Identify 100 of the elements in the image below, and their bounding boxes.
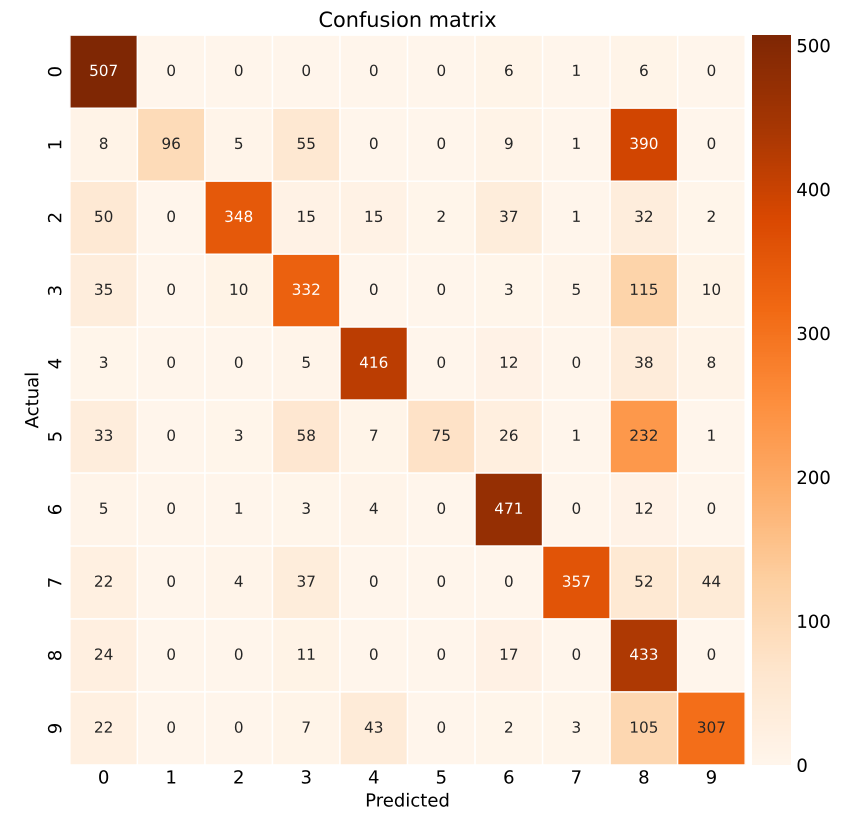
x-tick-label: 1 [167,770,176,784]
data-label: 44 [702,576,720,587]
data-label: 75 [432,430,450,441]
data-label: 0 [167,721,176,733]
data-label: 43 [364,721,382,733]
data-label: 0 [504,575,513,587]
data-label: 22 [95,575,112,587]
data-label: 2 [505,721,512,733]
data-label: 232 [630,429,657,441]
data-label: 3 [505,284,512,296]
data-label: 390 [630,138,658,150]
data-label: 6 [505,64,513,76]
x-tick-label: 7 [572,770,581,784]
data-label: 0 [708,64,716,76]
data-label: 433 [630,648,658,660]
data-label: 37 [500,210,518,222]
y-tick-label: 5 [48,432,62,441]
color-bar-label: 300 [798,326,830,340]
data-label: 0 [167,356,176,368]
data-label: 0 [167,64,176,76]
x-axis-title: Predicted [366,792,448,807]
data-label: 55 [298,138,315,150]
data-label: 12 [636,502,652,514]
y-tick-label: 7 [48,578,62,587]
data-label: 5 [302,356,310,368]
data-label: 471 [494,502,522,514]
data-label: 0 [708,648,716,660]
x-tick-label: 6 [504,770,514,784]
data-label: 1 [573,64,580,76]
data-label: 7 [302,722,310,733]
data-label: 0 [572,502,580,514]
data-label: 22 [95,721,112,733]
y-tick-label: 9 [48,724,62,734]
data-label: 0 [370,64,378,76]
data-label: 15 [298,210,315,222]
y-tick-label: 0 [48,67,62,76]
data-label: 38 [635,356,653,368]
data-label: 0 [234,64,243,76]
data-label: 348 [225,210,252,222]
data-label: 3 [302,502,310,514]
y-tick-label: 8 [48,650,62,660]
data-label: 0 [437,284,446,296]
data-label: 0 [437,356,446,368]
data-label: 1 [573,138,580,149]
data-label: 0 [437,502,446,514]
data-label: 33 [95,429,112,441]
data-label: 12 [500,356,518,368]
data-label: 0 [437,721,446,733]
data-label: 0 [708,138,716,150]
data-label: 0 [167,648,176,660]
data-label: 50 [95,210,112,222]
data-label: 8 [100,138,108,150]
color-bar-label: 400 [797,182,830,196]
data-label: 1 [573,430,580,441]
data-label: 115 [630,284,658,296]
color-bar-label: 0 [798,758,807,772]
data-label: 7 [370,430,378,441]
data-label: 1 [708,430,715,441]
data-label: 11 [298,648,315,660]
color-bar-label: 500 [798,38,830,52]
data-label: 35 [95,284,112,296]
data-label: 0 [234,356,243,368]
data-label: 1 [236,502,242,514]
data-label: 37 [298,575,315,587]
data-label: 10 [703,284,720,296]
data-label: 8 [708,356,716,368]
color-bar-label: 200 [798,470,830,484]
x-tick-label: 0 [99,770,108,784]
y-tick-label: 3 [48,286,62,295]
data-label: 17 [500,648,518,660]
data-label: 15 [366,210,382,222]
y-tick-label: 2 [48,214,62,222]
data-label: 10 [230,284,248,296]
x-tick-label: 8 [639,770,648,784]
data-label: 3 [572,721,580,733]
data-label: 357 [562,575,590,587]
data-label: 416 [360,356,388,368]
chart-title: Confusion matrix [320,11,496,28]
data-label: 26 [500,429,518,441]
data-label: 0 [437,648,446,660]
data-label: 52 [635,575,652,587]
data-label: 0 [167,575,176,587]
data-label: 4 [234,576,243,587]
data-label: 0 [437,575,446,587]
data-label: 5 [572,284,580,296]
data-label: 6 [640,64,648,76]
data-label: 0 [437,64,446,76]
data-label: 0 [572,648,580,660]
data-label: 1 [573,210,580,222]
y-tick-label: 1 [48,140,62,148]
data-label: 0 [167,429,176,441]
color-bar-label: 100 [798,614,830,628]
data-label: 5 [100,502,108,514]
x-tick-label: 2 [234,770,243,784]
data-label: 0 [437,138,446,150]
data-label: 105 [630,721,658,733]
x-tick-label: 3 [302,770,311,784]
data-label: 0 [234,721,243,733]
x-tick-label: 4 [368,770,378,784]
x-tick-label: 9 [706,770,716,784]
